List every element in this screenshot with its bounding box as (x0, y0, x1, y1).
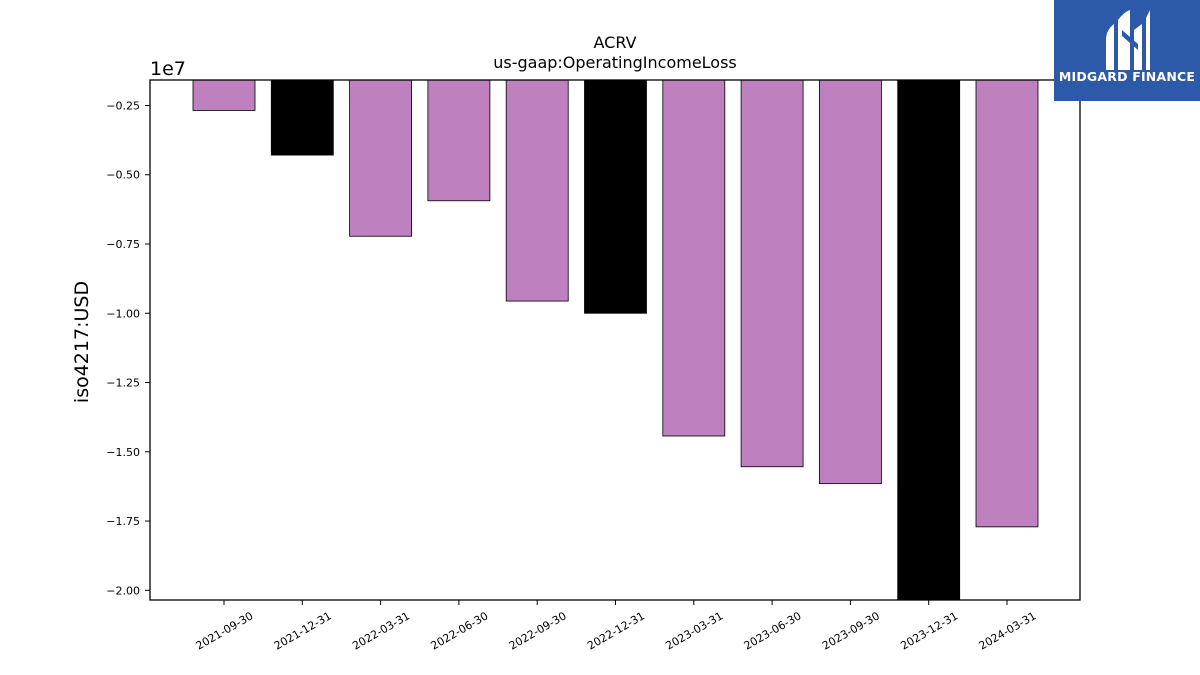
chart-subtitle: us-gaap:OperatingIncomeLoss (493, 53, 737, 72)
x-tick-label: 2021-09-30 (194, 609, 256, 652)
x-tick-label: 2023-06-30 (742, 609, 804, 652)
x-tick-label: 2022-06-30 (429, 609, 491, 652)
logo-text: MIDGARD FINANCE (1058, 69, 1196, 84)
x-tick-label: 2023-12-31 (898, 609, 960, 652)
bar-2023-06-30 (740, 79, 804, 468)
bar-2022-09-30 (505, 79, 569, 302)
bar-2022-03-31 (349, 79, 413, 237)
bar-2021-09-30 (192, 79, 256, 111)
plot-frame (149, 79, 1081, 601)
y-tick-label: −0.75 (106, 238, 140, 251)
y-tick-label: −0.50 (106, 169, 140, 182)
y-tick-label: −2.00 (106, 584, 140, 597)
bar-2023-09-30 (819, 79, 882, 485)
x-tick-label: 2023-09-30 (820, 609, 882, 652)
y-tick-label: −1.25 (106, 377, 140, 390)
midgard-finance-logo: MIDGARD FINANCE (1054, 0, 1200, 101)
x-tick-label: 2022-09-30 (507, 609, 569, 652)
x-tick-label: 2022-12-31 (585, 609, 647, 652)
chart-title: ACRV (593, 33, 636, 52)
y-tick-label: −1.75 (106, 515, 140, 528)
bar-2022-06-30 (427, 79, 491, 202)
x-tick-label: 2023-03-31 (663, 609, 725, 652)
y-axis-label: iso4217:USD (71, 281, 93, 403)
bar-2021-12-31 (270, 79, 334, 156)
bar-2023-12-31 (897, 79, 961, 601)
y-tick-label: −0.25 (106, 99, 140, 112)
bars-group (192, 79, 1039, 601)
x-tick-label: 2021-12-31 (272, 609, 334, 652)
bar-2022-12-31 (584, 79, 647, 314)
x-tick-label: 2022-03-31 (350, 609, 412, 652)
y-tick-label: −1.50 (106, 446, 140, 459)
x-ticks-group: 2021-09-30 2021-12-31 2022-03-31 2022-06-30… (194, 600, 1039, 653)
bar-2023-03-31 (662, 79, 726, 437)
bar-2024-03-31 (975, 79, 1039, 528)
x-tick-label: 2024-03-31 (977, 609, 1039, 652)
logo-mark-icon (1106, 10, 1150, 70)
y-offset-text: 1e7 (150, 58, 186, 80)
y-ticks-group: −0.25 −0.50 −0.75 −1.00 −1.25 −1.50 −1.75 −2.00 (106, 99, 150, 597)
y-tick-label: −1.00 (106, 307, 140, 320)
